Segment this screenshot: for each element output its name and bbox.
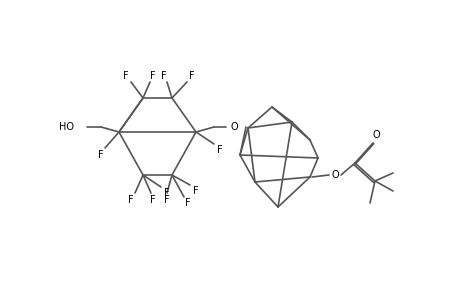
Text: F: F [150, 71, 156, 81]
Text: O: O [230, 122, 237, 132]
Text: F: F [123, 71, 129, 81]
Text: F: F [189, 71, 195, 81]
Text: F: F [150, 195, 156, 205]
Text: F: F [193, 186, 198, 196]
Text: F: F [185, 198, 190, 208]
Text: O: O [371, 130, 379, 140]
Text: F: F [164, 188, 169, 198]
Text: F: F [164, 195, 169, 205]
Text: F: F [98, 150, 104, 160]
Text: O: O [330, 170, 338, 180]
Text: F: F [161, 71, 167, 81]
Text: F: F [128, 195, 134, 205]
Text: HO: HO [59, 122, 74, 132]
Text: F: F [217, 145, 222, 155]
